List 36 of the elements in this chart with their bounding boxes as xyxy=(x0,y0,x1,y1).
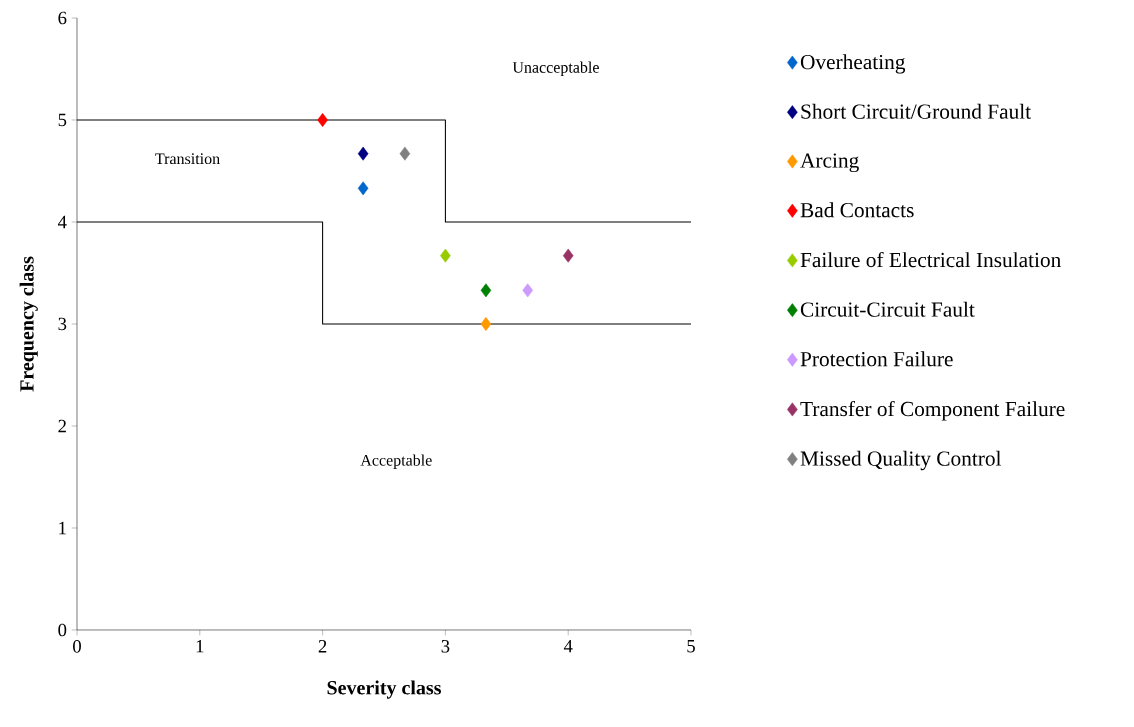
y-tick-label: 0 xyxy=(58,623,67,637)
x-tick-label: 4 xyxy=(563,640,573,653)
point xyxy=(357,181,369,196)
point xyxy=(562,248,574,263)
x-tick-label: 2 xyxy=(318,640,327,653)
annotation: Acceptable xyxy=(360,454,432,469)
annotation: Transition xyxy=(155,153,220,165)
y-axis-title: Frequency class xyxy=(19,256,38,392)
legend-label: Arcing xyxy=(800,153,859,173)
legend-label: Protection Failure xyxy=(800,351,953,367)
x-tick-label: 0 xyxy=(73,640,81,653)
legend-label: Overheating xyxy=(800,54,906,74)
point xyxy=(399,146,411,161)
point xyxy=(440,248,451,263)
x-tick-label: 1 xyxy=(196,640,204,653)
point xyxy=(357,146,369,161)
x-tick-label: 3 xyxy=(441,640,450,653)
legend-label: Circuit-Circuit Fault xyxy=(800,301,975,317)
annotation: Unacceptable xyxy=(512,61,599,77)
legend-label: Failure of Electrical Insulation xyxy=(800,251,1061,268)
y-tick-label: 3 xyxy=(58,317,67,331)
legend-label: Bad Contacts xyxy=(800,202,914,218)
legend-label: Short Circuit/Ground Fault xyxy=(801,103,1031,119)
legend-label: Missed Quality Control xyxy=(800,450,1002,471)
y-tick-label: 5 xyxy=(58,113,67,127)
point xyxy=(317,113,328,127)
y-tick-label: 2 xyxy=(58,419,66,433)
y-tick-label: 6 xyxy=(58,11,67,25)
point xyxy=(522,283,533,298)
legend-label: Transfer of Component Failure xyxy=(800,400,1065,421)
x-axis-title: Severity class xyxy=(327,680,441,699)
y-tick-label: 1 xyxy=(59,521,66,535)
point xyxy=(480,283,492,298)
y-tick-label: 4 xyxy=(57,215,67,229)
point xyxy=(480,317,492,331)
x-tick-label: 5 xyxy=(687,640,695,653)
